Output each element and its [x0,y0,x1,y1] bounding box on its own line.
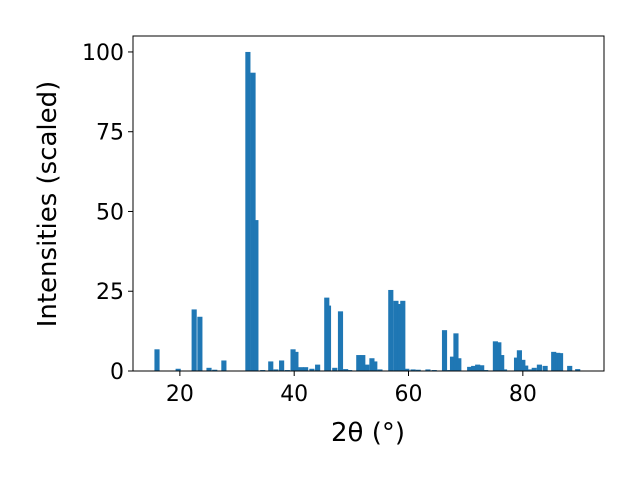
bar [268,361,274,371]
bar [191,309,197,371]
bar [212,369,218,371]
bar [298,367,304,371]
bar [467,366,473,371]
bar [245,51,251,371]
bar [557,353,564,371]
bar [501,369,508,371]
bar [527,369,533,371]
bar [393,300,399,371]
y-tick-label: 75 [96,121,124,146]
bar [456,358,462,371]
bar [575,369,581,371]
bar [388,289,394,371]
y-tick-label: 100 [82,41,124,66]
bar [315,364,321,371]
bar [496,342,502,371]
bar [279,360,285,371]
bar [449,356,456,371]
bar [154,349,160,371]
bar [475,364,481,371]
bar [520,359,526,371]
bar [536,364,542,371]
bar [441,330,448,371]
bar [513,357,520,371]
bar [531,367,537,371]
bar [523,365,529,371]
y-tick-label: 25 [96,280,124,305]
x-tick-label: 20 [166,382,194,407]
bar [175,368,181,371]
x-tick-label: 80 [509,382,537,407]
bar [221,360,227,371]
y-tick-label: 0 [110,360,124,385]
bar [369,358,375,371]
bar [516,350,522,371]
bar [377,369,383,371]
bar [290,349,296,371]
bar [499,355,505,371]
bar [337,311,344,371]
bar [360,355,366,371]
y-axis-label: Intensities (scaled) [33,81,63,328]
bar [479,365,485,371]
bar [397,304,403,371]
bar [372,361,378,371]
x-axis-label: 2θ (°) [331,418,405,448]
x-tick-label: 40 [280,382,308,407]
bar [356,355,362,371]
bar [471,365,477,371]
bar [555,352,561,371]
bar [410,369,416,371]
bar [206,367,212,371]
bar [404,368,410,371]
bar [343,369,349,371]
bar [567,365,573,371]
bar [551,351,557,371]
bar [425,369,431,371]
bar [492,341,498,371]
bar [453,333,459,371]
bar [325,305,332,371]
bar [293,351,299,371]
bar [542,365,548,371]
bar [332,367,338,371]
bar [250,72,256,371]
bar [309,368,315,371]
y-tick-label: 50 [96,200,124,225]
bar [253,220,259,371]
x-tick-label: 60 [395,382,423,407]
bar [303,367,309,371]
bar [364,364,370,371]
bar [415,369,421,371]
plot-frame [132,35,605,372]
bar [197,316,203,371]
bar [273,369,279,371]
bar [400,300,406,371]
